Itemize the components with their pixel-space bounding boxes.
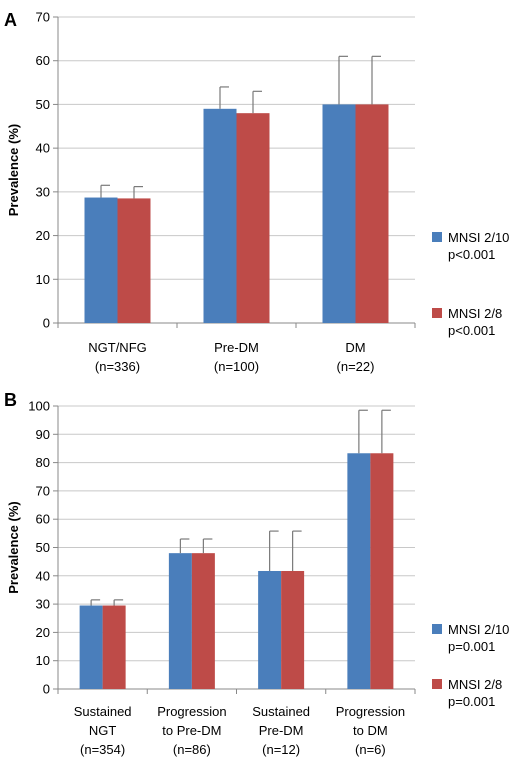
legend-label: MNSI 2/8 xyxy=(448,306,502,321)
bar xyxy=(168,553,192,689)
x-category-label: Pre-DM xyxy=(214,340,259,355)
x-category-label: (n=354) xyxy=(80,742,125,757)
bar xyxy=(102,605,126,689)
x-category-label: (n=6) xyxy=(355,742,386,757)
legend-swatch xyxy=(432,308,442,318)
y-axis-label: Prevalence (%) xyxy=(6,501,21,594)
x-category-label: (n=100) xyxy=(214,359,259,374)
y-tick-label: 20 xyxy=(36,228,50,243)
legend-note: p=0.001 xyxy=(448,694,495,709)
legend-note: p<0.001 xyxy=(448,323,495,338)
x-category-label: to Pre-DM xyxy=(162,723,221,738)
y-tick-label: 10 xyxy=(36,653,50,668)
y-tick-label: 50 xyxy=(36,540,50,555)
bar xyxy=(347,453,371,689)
y-tick-label: 100 xyxy=(28,399,50,414)
legend-label: MNSI 2/10 xyxy=(448,622,509,637)
legend-swatch xyxy=(432,232,442,242)
y-tick-label: 0 xyxy=(43,682,50,697)
legend-swatch xyxy=(432,679,442,689)
legend-note: p=0.001 xyxy=(448,639,495,654)
x-category-label: (n=12) xyxy=(262,742,300,757)
x-category-label: Sustained xyxy=(74,704,132,719)
y-tick-label: 60 xyxy=(36,512,50,527)
x-category-label: to DM xyxy=(353,723,388,738)
y-tick-label: 90 xyxy=(36,427,50,442)
bar xyxy=(322,104,356,323)
bar xyxy=(258,570,282,689)
legend-note: p<0.001 xyxy=(448,247,495,262)
x-category-label: (n=86) xyxy=(173,742,211,757)
bar xyxy=(84,197,118,323)
x-category-label: Sustained xyxy=(252,704,310,719)
y-tick-label: 0 xyxy=(43,316,50,331)
bar xyxy=(281,570,305,689)
bar xyxy=(370,453,394,689)
y-tick-label: 40 xyxy=(36,568,50,583)
y-tick-label: 50 xyxy=(36,97,50,112)
bar xyxy=(191,553,215,689)
y-tick-label: 60 xyxy=(36,53,50,68)
y-axis-label: Prevalence (%) xyxy=(6,124,21,217)
x-category-label: (n=336) xyxy=(95,359,140,374)
x-category-label: (n=22) xyxy=(337,359,375,374)
y-tick-label: 70 xyxy=(36,483,50,498)
bar xyxy=(355,104,389,323)
x-category-label: Pre-DM xyxy=(259,723,304,738)
x-category-label: NGT/NFG xyxy=(88,340,147,355)
y-tick-label: 30 xyxy=(36,184,50,199)
chart-panel-a: A 0 10 20 30 40 50 60 70 Prevalence (%) NGT/NFG (n=… xyxy=(4,10,509,375)
x-category-label: NGT xyxy=(89,723,117,738)
panel-letter: A xyxy=(4,10,17,30)
y-tick-label: 70 xyxy=(36,10,50,25)
x-category-label: Progression xyxy=(336,704,405,719)
legend-swatch xyxy=(432,624,442,634)
bar xyxy=(79,605,103,689)
chart-panel-b: B 0 10 20 30 40 50 60 70 80 90 100 Prevalence (%) Sus… xyxy=(4,390,509,757)
y-tick-label: 40 xyxy=(36,141,50,156)
y-tick-label: 10 xyxy=(36,272,50,287)
x-category-label: Progression xyxy=(157,704,226,719)
panel-letter: B xyxy=(4,390,17,410)
legend-label: MNSI 2/10 xyxy=(448,230,509,245)
bar xyxy=(203,108,237,323)
y-tick-label: 80 xyxy=(36,455,50,470)
y-tick-label: 30 xyxy=(36,597,50,612)
legend-label: MNSI 2/8 xyxy=(448,677,502,692)
x-category-label: DM xyxy=(345,340,365,355)
bar xyxy=(236,113,270,324)
bar xyxy=(117,198,151,323)
y-tick-label: 20 xyxy=(36,625,50,640)
